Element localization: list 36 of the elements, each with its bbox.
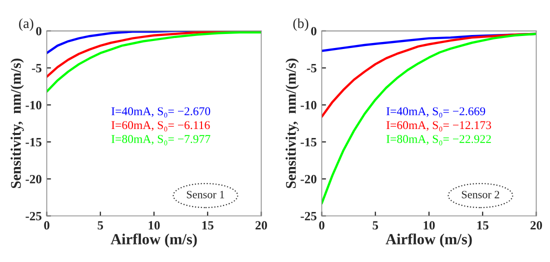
x-tick-label: 20 [256, 221, 268, 230]
y-tick-label: -20 [26, 174, 42, 184]
chart-title: (b) [293, 18, 308, 31]
x-tick-label: 5 [98, 221, 104, 230]
x-tick-label: 15 [202, 221, 214, 230]
y-tick-label: -10 [300, 100, 316, 110]
y-tick-label: -10 [26, 100, 42, 110]
text: I=40mA, S₀= −2.670 [112, 107, 210, 118]
x-tick-label: 20 [530, 221, 542, 230]
y-tick-label: -25 [300, 212, 316, 220]
text: I=60mA, S₀= −12.173 [386, 121, 492, 132]
text: I=40mA, S₀= −2.669 [386, 107, 486, 118]
text: I=60mA, S₀= −6.116 [112, 121, 210, 132]
x-tick-label: 10 [424, 221, 435, 230]
chart-title: (a) [19, 18, 34, 31]
x-axis-title: Airflow (m/s) [386, 233, 472, 248]
y-tick-label: -20 [300, 174, 316, 184]
y-tick-label: -5 [32, 64, 42, 72]
x-tick-label: 0 [44, 221, 50, 230]
x-tick-label: 5 [372, 221, 378, 230]
text: I=80mA, S₀= −22.922 [386, 135, 491, 146]
y-tick-label: 0 [36, 26, 42, 36]
x-tick-label: 0 [319, 221, 324, 230]
y-tick-label: -15 [300, 138, 316, 146]
y-tick-label: 0 [311, 26, 316, 36]
x-tick-label: 15 [477, 221, 488, 230]
x-axis-title: Airflow (m/s) [110, 233, 197, 248]
x-tick-label: 10 [148, 221, 160, 230]
y-tick-label: -5 [306, 64, 316, 72]
y-axis-title: Sensitivity, nm/(m/s) [10, 58, 24, 188]
y-axis-title: Sensitivity, nm/(m/s) [286, 58, 299, 188]
y-tick-label: -15 [26, 138, 42, 146]
annotation: Sensor 1 [186, 190, 224, 198]
text: I=80mA, S₀= −7.977 [112, 135, 210, 146]
annotation: Sensor 2 [462, 190, 500, 198]
y-tick-label: -25 [26, 212, 42, 220]
